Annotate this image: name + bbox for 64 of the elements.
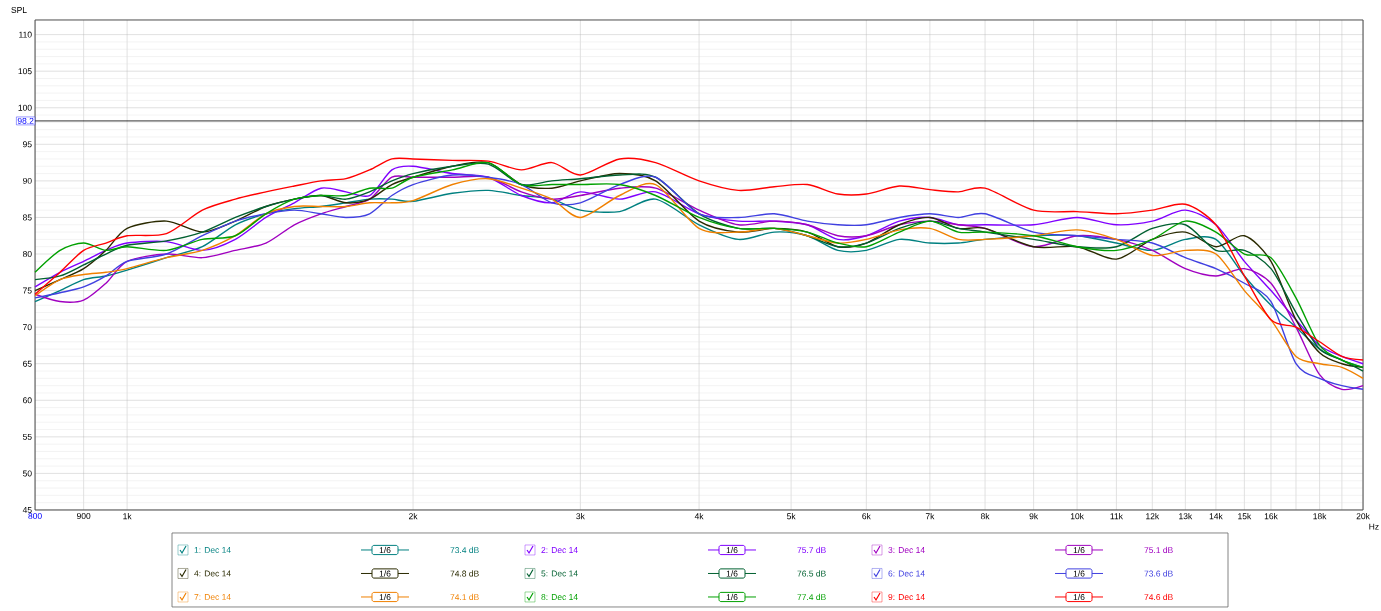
text: 75.1 dB (1144, 546, 1173, 554)
legend-label: 3: Dec 14 (888, 546, 925, 553)
legend-label: 8: Dec 14 (541, 593, 578, 600)
legend-label: 6: Dec 14 (888, 570, 925, 577)
x-tick-label: 5k (786, 513, 796, 520)
text: 1/6 (726, 570, 738, 577)
legend-label: 5: Dec 14 (541, 570, 578, 577)
text: 74.1 dB (450, 593, 479, 601)
y-tick-label: 105 (18, 68, 32, 75)
x-tick-label: 1k (123, 513, 132, 520)
y-tick-label: 60 (23, 397, 32, 404)
text: 73.4 dB (450, 546, 479, 554)
text: 1/6 (379, 546, 391, 554)
text: 1/6 (726, 593, 738, 601)
text: 76.5 dB (797, 570, 826, 577)
x-axis-title: Hz (1369, 523, 1379, 530)
text: 1/6 (1073, 593, 1085, 601)
y-tick-label: 50 (22, 470, 32, 477)
legend-label: 4: Dec 14 (194, 570, 231, 577)
y-tick-label: 55 (22, 433, 32, 440)
x-tick-label: 800 (28, 513, 42, 519)
x-tick-label: 16k (1264, 513, 1278, 520)
text: 77.4 dB (797, 593, 826, 601)
y-tick-label: 65 (23, 360, 32, 367)
text: 1/6 (1073, 546, 1085, 554)
x-tick-label: 14k (1209, 513, 1223, 520)
text: 75.7 dB (797, 546, 826, 554)
y-tick-label: 45 (22, 507, 32, 513)
ref-line-label: 98.2 (17, 117, 34, 124)
y-tick-label: 90 (23, 177, 32, 184)
x-tick-label: 15k (1238, 513, 1252, 520)
y-tick-label: 110 (19, 31, 32, 38)
y-tick-label: 70 (23, 324, 32, 331)
text: 73.6 dB (1144, 570, 1173, 577)
legend-label: 2: Dec 14 (541, 546, 578, 553)
legend-label: 1: Dec 14 (194, 547, 231, 553)
x-tick-label: 7k (925, 513, 935, 520)
x-tick-label: 11k (1110, 513, 1123, 520)
x-tick-label: 13k (1179, 513, 1193, 520)
y-tick-label: 95 (23, 141, 32, 148)
x-tick-label: 2k (409, 513, 418, 520)
x-tick-label: 4k (694, 513, 704, 520)
x-tick-label: 8k (980, 513, 990, 520)
text: 74.6 dB (1144, 593, 1173, 601)
text: 1/6 (1073, 570, 1085, 577)
legend-label: 7: Dec 14 (194, 594, 231, 600)
x-tick-label: 9k (1029, 513, 1039, 520)
x-tick-label: 900 (76, 513, 91, 519)
x-tick-label: 18k (1313, 513, 1327, 520)
legend-label: 9: Dec 14 (888, 593, 925, 600)
y-tick-label: 75 (23, 287, 32, 294)
x-tick-label: 20k (1356, 513, 1370, 520)
y-tick-label: 80 (22, 251, 32, 258)
x-tick-label: 12k (1146, 513, 1160, 520)
y-axis-title: SPL (11, 7, 27, 13)
text: 1/6 (379, 593, 391, 601)
y-tick-label: 100 (18, 104, 32, 111)
text: 1/6 (726, 546, 738, 554)
text: 74.8 dB (450, 570, 479, 577)
x-tick-label: 3k (576, 513, 585, 520)
text: 1/6 (379, 570, 391, 577)
x-tick-label: 6k (862, 513, 871, 520)
y-tick-label: 85 (22, 214, 32, 221)
x-tick-label: 10k (1070, 513, 1084, 520)
